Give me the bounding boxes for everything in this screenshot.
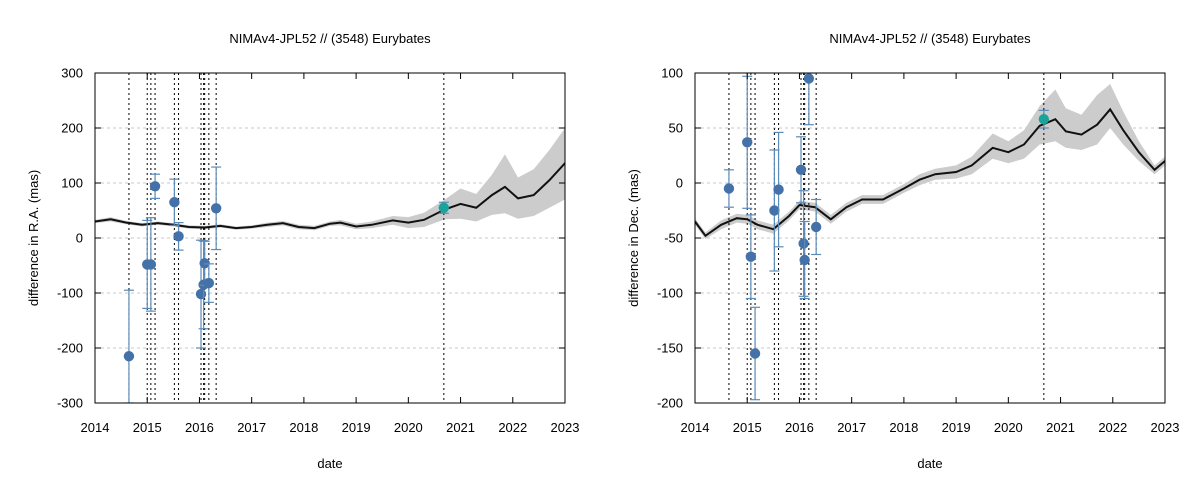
- x-tick-label: 2015: [133, 420, 162, 435]
- observation-marker: [173, 231, 184, 242]
- observation-point: [123, 289, 135, 403]
- uncertainty-band: [695, 84, 1165, 240]
- x-axis-label: date: [917, 456, 942, 471]
- observation-marker: [803, 73, 815, 84]
- observation-point: [795, 136, 807, 204]
- y-tick-label: 100: [61, 176, 83, 191]
- x-tick-label: 2023: [551, 420, 580, 435]
- observation-marker: [810, 221, 822, 233]
- observation-marker: [799, 254, 810, 266]
- observation-marker: [123, 351, 135, 362]
- x-tick-label: 2021: [1046, 420, 1075, 435]
- observation-point: [438, 201, 450, 214]
- x-tick-label: 2020: [394, 420, 423, 435]
- x-tick-label: 2018: [889, 420, 918, 435]
- y-tick-label: -50: [664, 231, 683, 246]
- x-tick-label: 2019: [342, 420, 371, 435]
- observation-marker: [769, 205, 780, 216]
- y-tick-label: -100: [657, 286, 683, 301]
- observation-marker: [145, 259, 157, 270]
- observation-marker: [773, 184, 784, 195]
- observation-point: [769, 149, 780, 272]
- y-tick-label: -200: [657, 396, 683, 411]
- observation-marker: [210, 203, 222, 214]
- x-tick-label: 2022: [498, 420, 527, 435]
- y-tick-label: 300: [61, 66, 83, 81]
- observation-point: [773, 131, 784, 248]
- observation-marker: [745, 251, 757, 262]
- x-tick-label: 2016: [185, 420, 214, 435]
- observation-point: [203, 263, 215, 303]
- observation-point: [145, 217, 157, 312]
- observation-marker: [749, 348, 761, 359]
- observation-point: [742, 75, 753, 209]
- ephemeris-line: [695, 107, 1165, 238]
- x-tick-label: 2018: [289, 420, 318, 435]
- x-tick-label: 2017: [837, 420, 866, 435]
- observation-marker: [149, 181, 161, 192]
- x-tick-label: 2015: [733, 420, 762, 435]
- observation-point: [749, 306, 761, 401]
- y-tick-label: -200: [57, 341, 83, 356]
- y-tick-label: 0: [676, 176, 683, 191]
- observation-marker: [742, 137, 753, 148]
- y-tick-label: -300: [57, 396, 83, 411]
- x-tick-label: 2014: [81, 420, 110, 435]
- y-tick-label: 0: [76, 231, 83, 246]
- observation-point: [799, 220, 810, 300]
- observation-point: [798, 190, 809, 297]
- observation-point: [745, 214, 757, 300]
- chart-title: NIMAv4-JPL52 // (3548) Eurybates: [229, 31, 431, 46]
- observation-point: [173, 222, 184, 251]
- observation-point: [1038, 109, 1050, 129]
- observation-point: [210, 166, 222, 251]
- observation-marker: [169, 197, 180, 208]
- observation-marker: [1038, 114, 1050, 125]
- observation-marker: [195, 288, 207, 300]
- uncertainty-band: [95, 128, 565, 231]
- x-tick-label: 2019: [942, 420, 971, 435]
- x-tick-label: 2016: [785, 420, 814, 435]
- y-tick-label: 50: [669, 121, 683, 136]
- observation-marker: [798, 238, 809, 249]
- observation-point: [810, 198, 822, 256]
- chart-title: NIMAv4-JPL52 // (3548) Eurybates: [829, 31, 1031, 46]
- observation-marker: [795, 164, 807, 175]
- observation-marker: [438, 202, 450, 213]
- observation-point: [169, 178, 180, 226]
- observation-point: [803, 73, 815, 126]
- observation-point: [149, 173, 161, 199]
- observation-marker: [203, 277, 215, 289]
- observation-marker: [723, 183, 735, 194]
- x-tick-label: 2022: [1098, 420, 1127, 435]
- x-tick-label: 2017: [237, 420, 266, 435]
- y-tick-label: 200: [61, 121, 83, 136]
- y-tick-label: 100: [661, 66, 683, 81]
- y-tick-label: -150: [657, 341, 683, 356]
- x-tick-label: 2023: [1151, 420, 1180, 435]
- x-tick-label: 2014: [681, 420, 710, 435]
- x-tick-label: 2020: [994, 420, 1023, 435]
- x-axis-label: date: [317, 456, 342, 471]
- y-axis-label: difference in Dec. (mas): [626, 169, 641, 307]
- y-tick-label: -100: [57, 286, 83, 301]
- x-tick-label: 2021: [446, 420, 475, 435]
- observation-point: [723, 169, 735, 208]
- chart-panel-2: 2014 2015 2016 2017 2018 2019 2020 2021 2022 2023…: [626, 31, 1179, 471]
- chart-panel-1: 2014 2015 2016 2017 2018 2019 2020 2021 2022 2023…: [26, 31, 579, 471]
- y-axis-label: difference in R.A. (mas): [26, 170, 41, 306]
